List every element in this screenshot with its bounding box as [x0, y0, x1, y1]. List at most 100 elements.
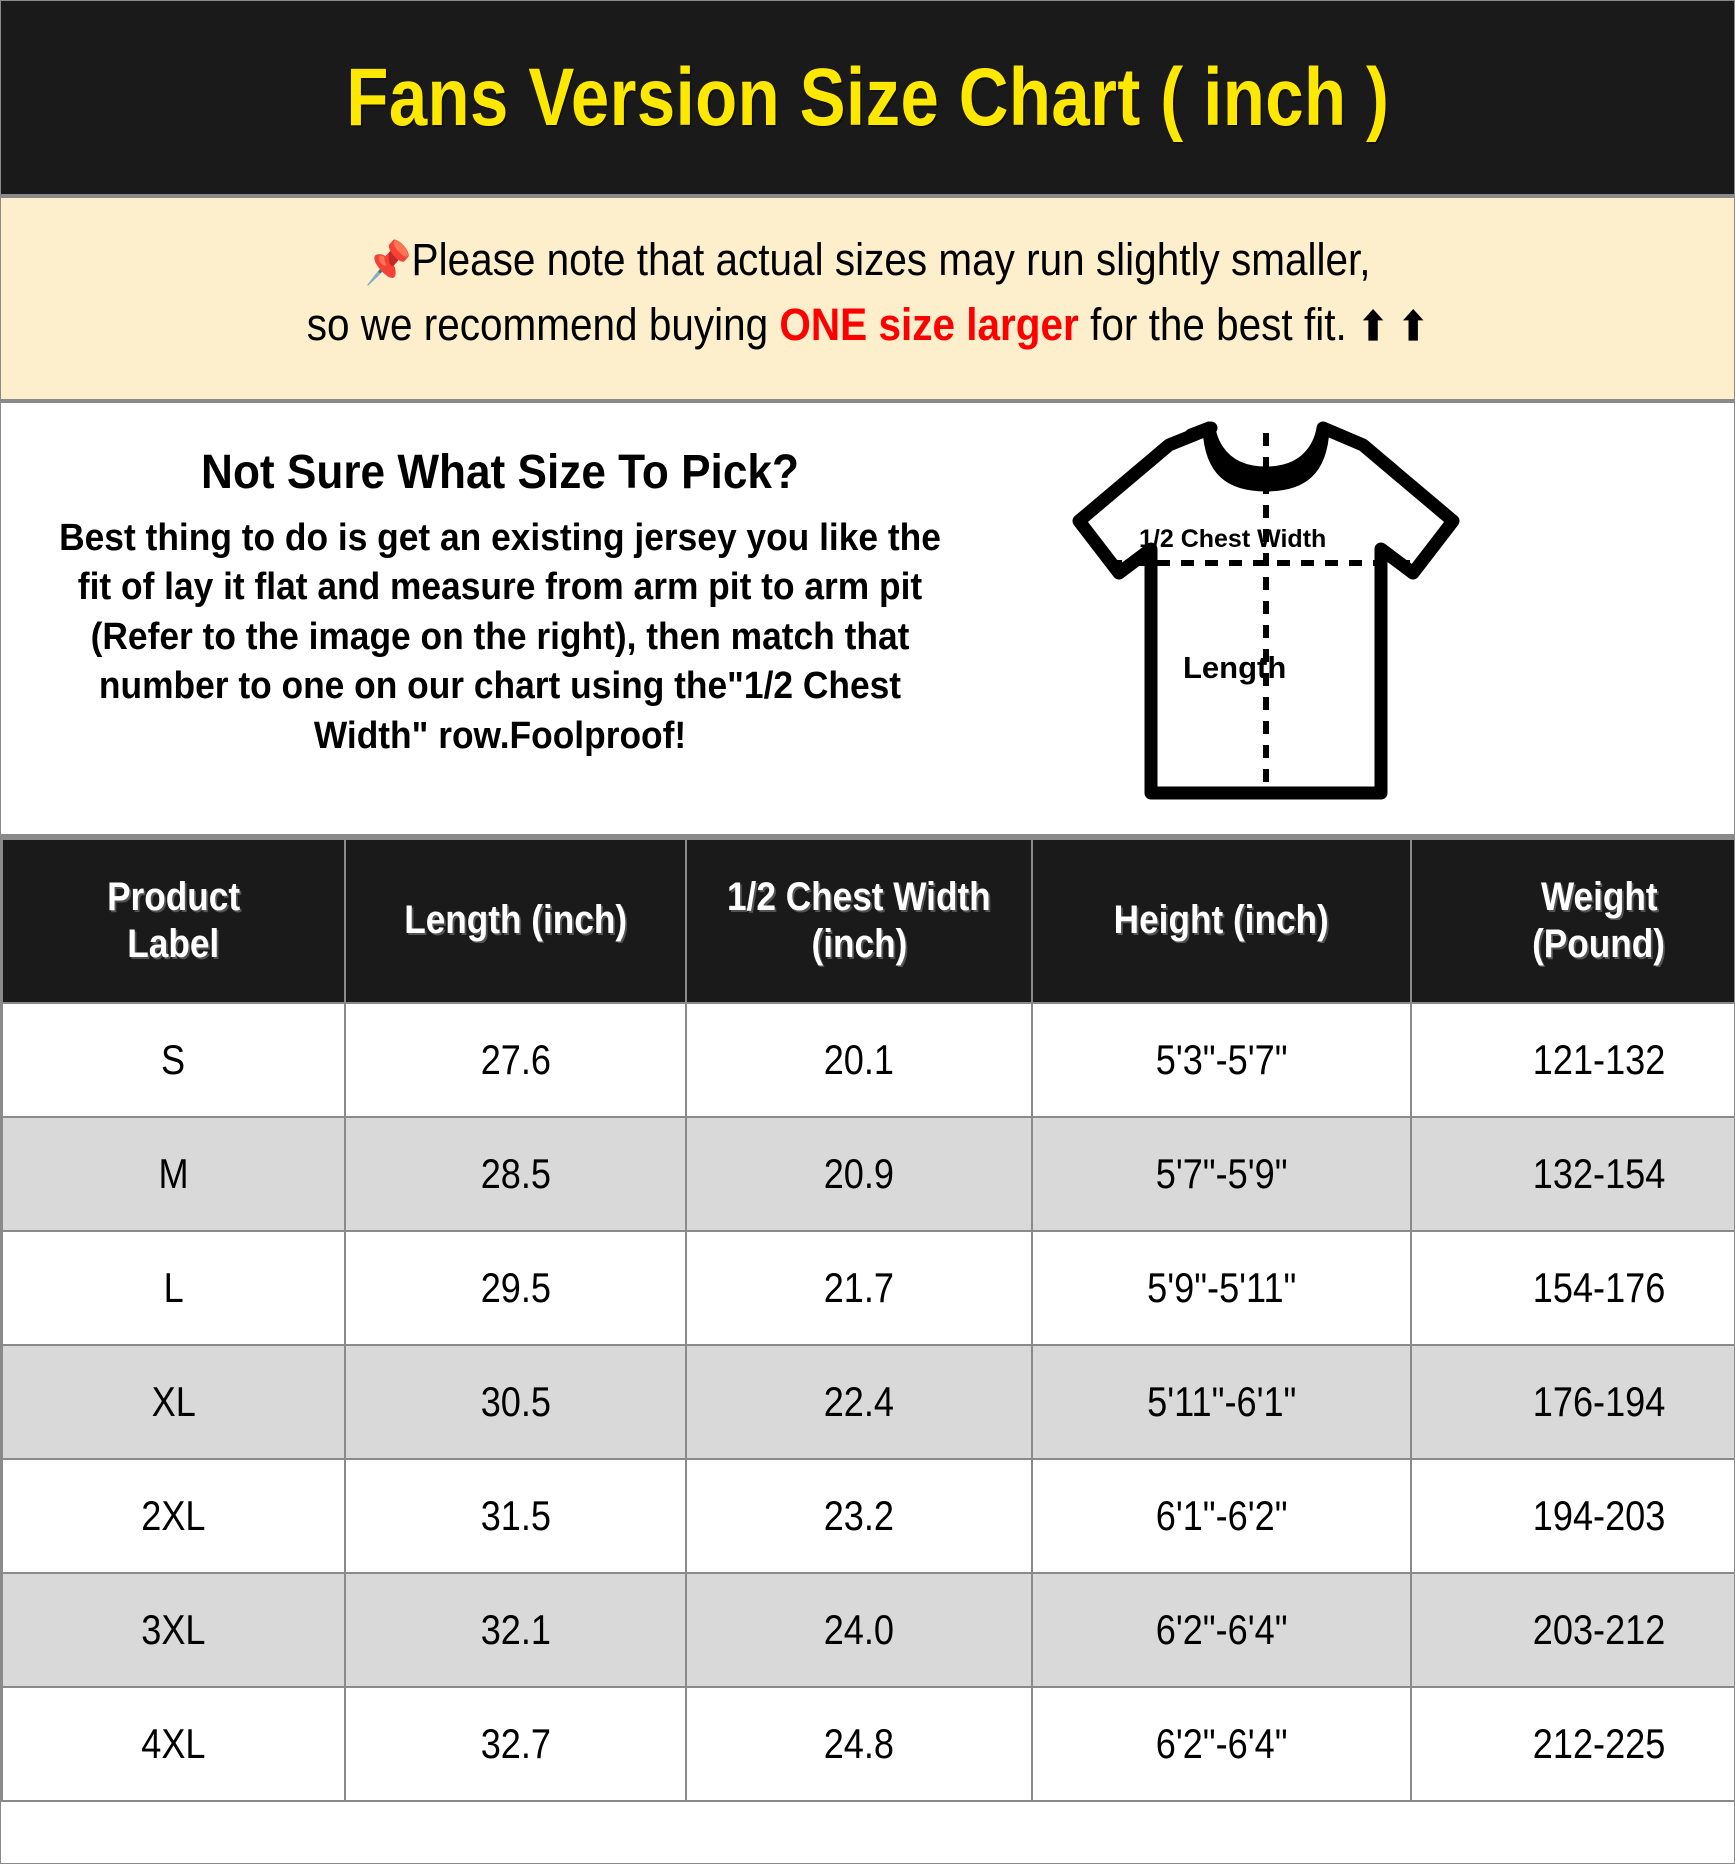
header-line-1: Product [107, 874, 240, 919]
table-row: M 28.5 20.9 5'7"-5'9" 132-154 [1, 1116, 1734, 1232]
table-row: 2XL 31.5 23.2 6'1"-6'2" 194-203 [1, 1458, 1734, 1574]
size-table-body: S 27.6 20.1 5'3"-5'7" 121-132 M 28.5 20.… [1, 1002, 1734, 1802]
table-row: L 29.5 21.7 5'9"-5'11" 154-176 [1, 1230, 1734, 1346]
cell-height: 6'2"-6'4" [1031, 1572, 1412, 1688]
cell-length: 28.5 [344, 1116, 687, 1232]
note-line-2-suffix: for the best fit. [1078, 298, 1358, 350]
table-row: 3XL 32.1 24.0 6'2"-6'4" 203-212 [1, 1572, 1734, 1688]
value-length: 32.1 [480, 1606, 551, 1653]
value-product-label: 3XL [141, 1606, 206, 1653]
value-weight: 194-203 [1532, 1492, 1666, 1539]
table-row: 4XL 32.7 24.8 6'2"-6'4" 212-225 [1, 1686, 1734, 1802]
cell-product-label: S [1, 1002, 346, 1118]
chest-width-label: 1/2 Chest Width [1139, 525, 1326, 553]
header-line-1: 1/2 Chest Width [727, 874, 991, 919]
sizing-help-heading: Not Sure What Size To Pick? [201, 446, 799, 499]
cell-length: 30.5 [344, 1344, 687, 1460]
value-chest: 20.1 [823, 1036, 895, 1083]
value-weight: 212-225 [1532, 1720, 1666, 1767]
cell-weight: 176-194 [1410, 1344, 1734, 1460]
value-product-label: M [158, 1150, 189, 1197]
cell-weight: 194-203 [1410, 1458, 1734, 1574]
cell-length: 32.7 [344, 1686, 687, 1802]
value-chest: 22.4 [823, 1378, 895, 1425]
cell-length: 29.5 [344, 1230, 687, 1346]
pushpin-icon: 📌 [364, 239, 412, 286]
cell-height: 6'1"-6'2" [1031, 1458, 1412, 1574]
cell-chest: 23.2 [685, 1458, 1033, 1574]
column-header-length: Length (inch) [344, 838, 687, 1004]
cell-product-label: 4XL [1, 1686, 346, 1802]
note-emphasis: ONE size larger [779, 298, 1079, 350]
cell-height: 5'7"-5'9" [1031, 1116, 1412, 1232]
value-length: 32.7 [480, 1720, 551, 1767]
value-height: 5'11"-6'1" [1146, 1378, 1297, 1425]
tshirt-icon: 1/2 Chest Width Length [1072, 421, 1460, 800]
cell-height: 5'9"-5'11" [1031, 1230, 1412, 1346]
value-weight: 121-132 [1532, 1036, 1666, 1083]
cell-weight: 154-176 [1410, 1230, 1734, 1346]
value-product-label: XL [151, 1378, 196, 1425]
value-length: 29.5 [480, 1264, 551, 1311]
note-banner: 📌Please note that actual sizes may run s… [1, 198, 1734, 403]
value-height: 5'7"-5'9" [1155, 1150, 1288, 1197]
value-weight: 176-194 [1532, 1378, 1666, 1425]
cell-chest: 20.9 [685, 1116, 1033, 1232]
note-line-1: 📌Please note that actual sizes may run s… [88, 228, 1648, 293]
cell-product-label: 3XL [1, 1572, 346, 1688]
cell-chest: 24.8 [685, 1686, 1033, 1802]
sizing-help-body: Best thing to do is get an existing jers… [59, 517, 941, 757]
cell-chest: 21.7 [685, 1230, 1033, 1346]
value-height: 5'3"-5'7" [1155, 1036, 1288, 1083]
cell-length: 32.1 [344, 1572, 687, 1688]
length-label: Length [1183, 650, 1286, 685]
header-line-1: Height (inch) [1113, 898, 1330, 943]
value-product-label: L [163, 1264, 184, 1311]
tshirt-diagram: 1/2 Chest Width Length [1051, 413, 1481, 813]
cell-weight: 203-212 [1410, 1572, 1734, 1688]
header-line-2: Label [127, 922, 220, 966]
table-row: XL 30.5 22.4 5'11"-6'1" 176-194 [1, 1344, 1734, 1460]
note-line-2-prefix: so we recommend buying [306, 298, 780, 350]
cell-weight: 212-225 [1410, 1686, 1734, 1802]
value-product-label: 4XL [141, 1720, 206, 1767]
table-header-row: Product Label Length (inch) 1/2 Chest Wi… [1, 838, 1734, 1004]
value-length: 28.5 [480, 1150, 551, 1197]
note-line-1-text: Please note that actual sizes may run sl… [411, 234, 1371, 285]
note-line-2: so we recommend buying ONE size larger f… [88, 293, 1648, 357]
value-chest: 20.9 [823, 1150, 895, 1197]
cell-height: 5'11"-6'1" [1031, 1344, 1412, 1460]
header-line-2: (inch) [811, 922, 907, 966]
table-row: S 27.6 20.1 5'3"-5'7" 121-132 [1, 1002, 1734, 1118]
value-weight: 154-176 [1532, 1264, 1666, 1311]
header-line-2: (Pound) [1532, 922, 1666, 966]
value-chest: 24.0 [823, 1606, 895, 1653]
cell-product-label: XL [1, 1344, 346, 1460]
cell-product-label: L [1, 1230, 346, 1346]
column-header-product-label: Product Label [1, 838, 346, 1004]
cell-length: 31.5 [344, 1458, 687, 1574]
cell-height: 6'2"-6'4" [1031, 1686, 1412, 1802]
cell-chest: 24.0 [685, 1572, 1033, 1688]
arrow-up-icon: ⬆ ⬆ [1357, 304, 1429, 349]
size-table: Product Label Length (inch) 1/2 Chest Wi… [1, 838, 1734, 1802]
tshirt-diagram-area: 1/2 Chest Width Length [1001, 403, 1734, 834]
cell-chest: 20.1 [685, 1002, 1033, 1118]
value-length: 30.5 [480, 1378, 551, 1425]
cell-weight: 132-154 [1410, 1116, 1734, 1232]
column-header-chest-width: 1/2 Chest Width (inch) [685, 838, 1033, 1004]
column-header-weight: Weight (Pound) [1410, 838, 1734, 1004]
sizing-help-section: Not Sure What Size To Pick? Best thing t… [1, 403, 1734, 838]
value-chest: 21.7 [823, 1264, 895, 1311]
cell-height: 5'3"-5'7" [1031, 1002, 1412, 1118]
value-chest: 24.8 [823, 1720, 895, 1767]
value-product-label: 2XL [141, 1492, 206, 1539]
value-weight: 203-212 [1532, 1606, 1666, 1653]
value-length: 31.5 [480, 1492, 551, 1539]
header-line-1: Length (inch) [404, 898, 627, 943]
cell-product-label: M [1, 1116, 346, 1232]
cell-weight: 121-132 [1410, 1002, 1734, 1118]
value-weight: 132-154 [1532, 1150, 1666, 1197]
cell-length: 27.6 [344, 1002, 687, 1118]
